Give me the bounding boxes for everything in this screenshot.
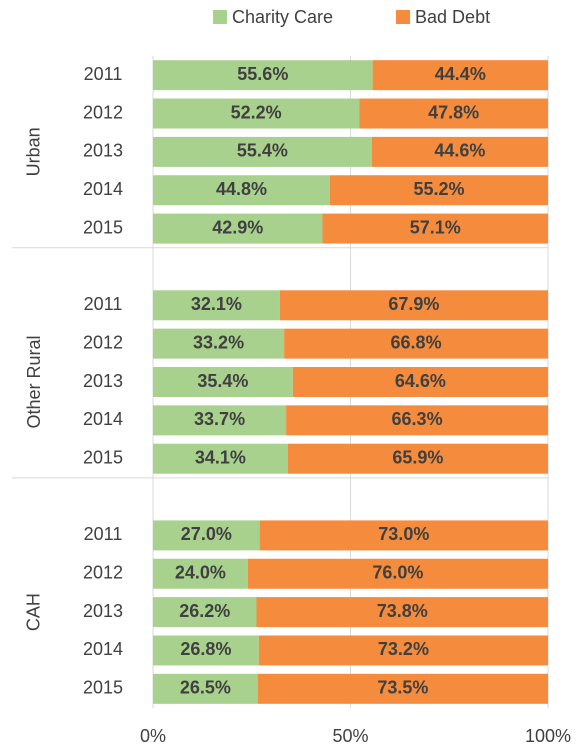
bar-segment [153,175,330,206]
bar-segment [153,520,260,551]
bar-segment [287,443,548,474]
legend-label: Charity Care [232,7,333,27]
data-label: 64.6% [395,371,446,391]
y-tick-label: 2011 [84,294,123,314]
data-label: 26.8% [180,639,231,659]
group-label: Urban [24,127,44,176]
data-label: 27.0% [181,524,232,544]
bar-segment [371,136,548,167]
data-label: 44.6% [434,141,485,161]
bar-segment [153,558,248,589]
bar-segment [258,635,548,666]
y-tick-label: 2014 [83,639,123,659]
bar-segment [153,136,372,167]
data-label: 32.1% [191,294,242,314]
y-tick-label: 2012 [83,102,123,122]
legend-swatch [396,10,411,24]
bar-segment [329,175,548,206]
data-label: 33.7% [194,409,245,429]
data-label: 42.9% [212,217,263,237]
bar-segment [372,60,548,91]
data-label: 65.9% [392,447,443,467]
legend-swatch [213,10,227,24]
y-tick-label: 2011 [84,64,123,84]
data-label: 55.4% [237,141,288,161]
bar-segment [247,558,549,589]
x-tick-label: 100% [525,726,571,746]
data-label: 47.8% [428,102,479,122]
y-tick-label: 2014 [83,179,123,199]
bar-segment [153,290,280,321]
bar-segment [153,673,258,704]
data-label: 35.4% [197,371,248,391]
bar-segment [153,213,323,244]
data-label: 73.5% [377,678,428,698]
data-label: 73.0% [378,524,429,544]
bar-segment [292,367,548,397]
bar-segment [286,405,548,436]
data-label: 44.8% [216,179,267,199]
data-label: 52.2% [231,102,282,122]
bar-segment [153,443,288,474]
bar-segment [153,98,360,129]
bar-segment [153,405,287,436]
y-tick-label: 2015 [83,447,123,467]
data-label: 73.2% [378,639,429,659]
data-label: 24.0% [175,563,226,583]
bar-segment [153,635,259,666]
x-tick-label: 0% [140,726,166,746]
data-label: 73.8% [377,601,428,621]
data-label: 76.0% [372,563,423,583]
y-tick-label: 2014 [83,409,123,429]
bar-segment [359,98,548,129]
y-tick-label: 2013 [83,371,123,391]
bar-segment [256,597,548,628]
y-tick-label: 2013 [83,601,123,621]
data-label: 66.8% [391,332,442,352]
y-tick-label: 2012 [83,563,123,583]
data-label: 44.4% [435,64,486,84]
y-tick-label: 2013 [83,141,123,161]
data-label: 34.1% [195,447,246,467]
bar-segment [153,367,293,397]
y-tick-label: 2015 [83,217,123,237]
bar-segment [153,328,285,359]
bar-segment [153,60,373,91]
group-label: Other Rural [24,335,44,428]
group-label: CAH [24,593,44,631]
data-label: 55.2% [413,179,464,199]
data-label: 55.6% [237,64,288,84]
bar-segment [259,520,548,551]
y-tick-label: 2015 [83,678,123,698]
data-label: 26.5% [180,678,231,698]
legend-label: Bad Debt [415,7,490,27]
y-tick-label: 2012 [83,332,123,352]
data-label: 33.2% [193,332,244,352]
bar-segment [322,213,548,244]
x-tick-label: 50% [332,726,368,746]
bar-segment [279,290,548,321]
data-label: 67.9% [388,294,439,314]
bar-segment [257,673,548,704]
bar-segment [153,597,257,628]
data-label: 57.1% [410,217,461,237]
data-label: 26.2% [179,601,230,621]
data-label: 66.3% [392,409,443,429]
y-tick-label: 2011 [84,524,123,544]
bar-segment [284,328,548,359]
